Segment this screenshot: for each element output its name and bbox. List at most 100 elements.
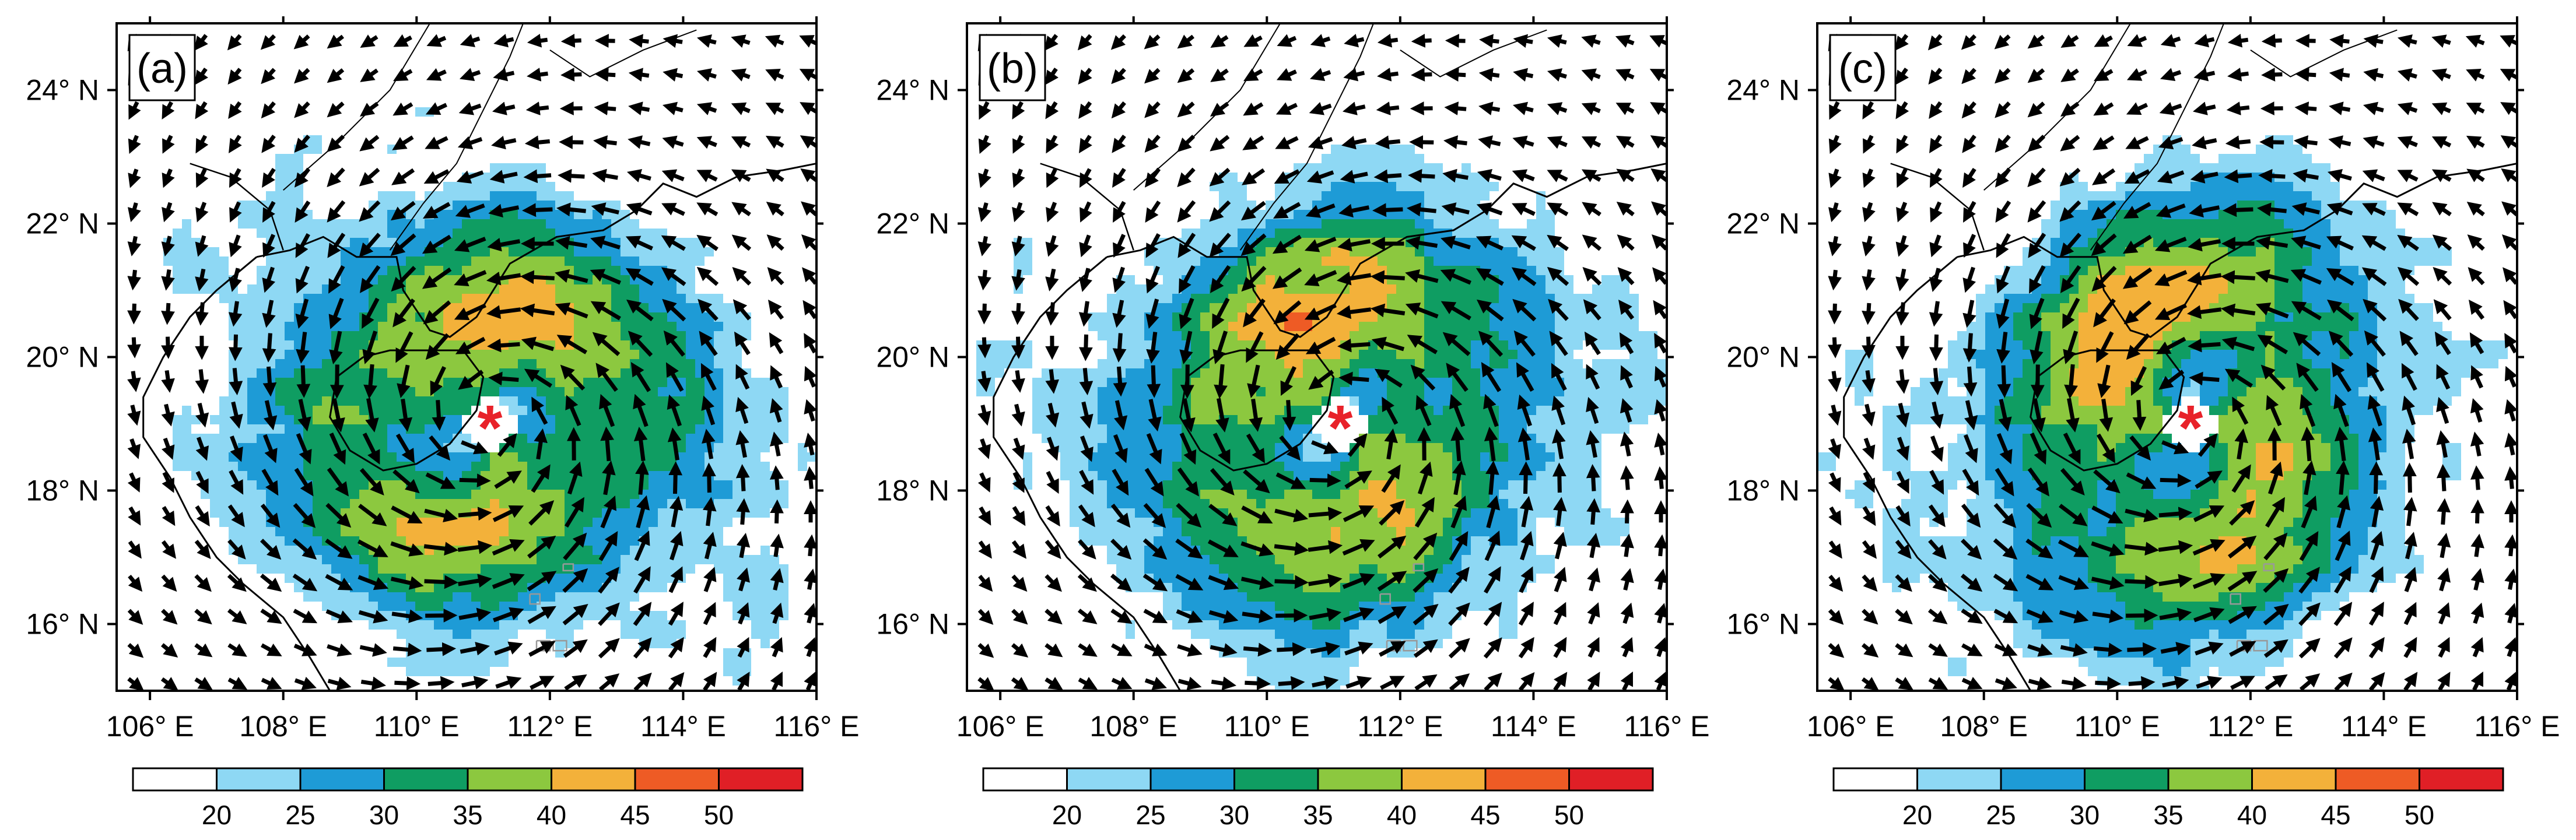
wind-arrow [1995,200,2011,223]
wind-arrow [2188,338,2221,353]
wind-arrow [799,69,816,82]
wind-arrow [1651,201,1667,217]
wind-arrow [1413,568,1439,593]
wind-arrow [565,497,584,528]
wind-arrow [391,266,416,292]
wind-arrow [978,574,993,592]
lat-tick-label: 16° N [1726,608,1800,641]
wind-arrow [1620,671,1634,691]
wind-arrow [1961,539,1982,560]
wind-arrow [228,301,243,327]
wind-arrow [162,135,175,154]
wind-arrow [767,267,784,286]
wind-arrow [2096,433,2115,463]
wind-arrow [128,135,141,154]
wind-arrow [227,34,242,51]
wind-arrow [523,169,552,184]
wind-arrow [555,269,588,283]
wind-arrow [2189,203,2220,218]
wind-arrow [1343,101,1366,115]
wind-arrow [1407,335,1438,354]
wind-arrow [555,236,588,250]
wind-arrow [1478,101,1501,115]
wind-arrow [636,495,650,529]
wind-arrow [1078,504,1095,528]
wind-arrow [1079,135,1092,153]
colorbar-segment [718,767,804,792]
wind-arrow [669,495,684,528]
wind-arrow [1441,301,1471,321]
wind-arrow [2469,332,2484,354]
wind-arrow [1413,603,1439,625]
wind-arrow [1620,431,1634,456]
wind-arrow [2093,298,2116,328]
wind-arrow [737,602,750,625]
wind-arrow [1148,399,1162,432]
wind-arrow [731,169,751,182]
wind-arrow [699,331,718,356]
wind-arrow [1828,168,1842,188]
wind-arrow [562,603,588,625]
wind-arrow [2504,534,2517,557]
lon-tick-label: 116° E [2475,710,2560,743]
wind-arrow [2092,609,2124,623]
wind-arrow [227,609,247,624]
wind-arrow [461,440,489,455]
wind-arrow [2398,298,2419,321]
wind-arrow [359,233,381,258]
wind-arrow [486,271,521,286]
wind-arrow [1484,566,1501,594]
wind-arrow [227,574,247,592]
wind-arrow [1113,400,1128,431]
wind-arrow [1927,34,1943,51]
lon-tick-label: 110° E [374,710,460,743]
province-boundary [283,23,430,191]
wind-arrow [1177,135,1196,153]
wind-arrow [1484,530,1501,561]
lat-tick-label: 24° N [1726,74,1800,107]
wind-arrow [2504,399,2517,422]
map-plot-area [1817,23,2517,691]
wind-arrow [2431,136,2452,149]
wind-arrow [1408,168,1435,183]
wind-arrow [629,34,649,48]
wind-arrow [327,468,349,497]
wind-arrow [1406,202,1436,217]
wind-arrow [2363,68,2384,82]
wind-arrow [2266,395,2282,427]
wind-arrow [262,300,276,328]
wind-arrow [978,135,991,154]
wind-arrow [262,266,276,293]
wind-arrow [668,637,684,659]
wind-arrow [2500,69,2517,82]
wind-arrow [2193,101,2216,115]
wind-arrow [668,672,685,691]
wind-arrow [1963,201,1976,223]
wind-arrow [1993,538,2018,560]
wind-arrow [262,234,276,258]
map-panel-b: * (b) 106° E 108° E 110° E 112° E 114° E 116° E… [876,16,1709,830]
wind-arrow [2154,303,2187,321]
wind-arrow [770,671,783,691]
wind-arrow [1406,236,1438,250]
wind-arrow [1615,34,1635,48]
colorbar-segment [2000,767,2086,792]
wind-arrow [392,298,415,328]
wind-arrow [1077,34,1092,51]
wind-arrow [527,606,556,624]
wind-arrow [1379,500,1405,526]
wind-arrow [2260,364,2286,391]
wind-arrow [1828,405,1842,426]
lon-tick-label: 112° E [1357,710,1443,743]
wind-arrow [1210,265,1231,293]
wind-arrow [195,235,209,257]
wind-arrow [1144,34,1161,50]
wind-arrow [1177,643,1203,657]
wind-arrow [2265,497,2285,528]
wind-arrow [1547,102,1568,115]
wind-arrow [1378,606,1407,624]
typhoon-center-marker: * [1328,392,1353,464]
wind-arrow [1928,68,1943,85]
wind-arrow [1012,505,1026,526]
wind-arrow [531,464,551,493]
